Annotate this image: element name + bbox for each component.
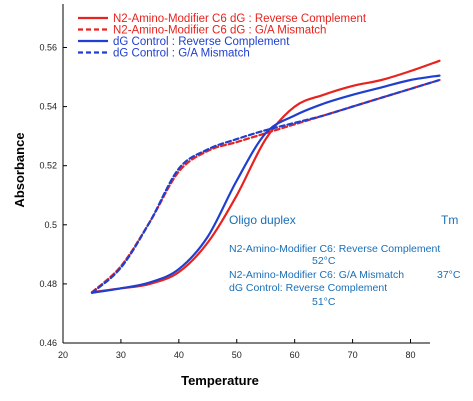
x-tick-label: 70 — [348, 350, 358, 360]
anno-header-left: Oligo duplex — [229, 213, 296, 227]
series-line-4 — [90, 78, 441, 294]
x-tick-label: 30 — [116, 350, 126, 360]
y-tick-label: 0.46 — [39, 338, 57, 348]
x-tick-label: 40 — [174, 350, 184, 360]
anno-line-1: N2-Amino-Modifier C6: Reverse Complement — [229, 243, 440, 255]
ticks: 20 30 40 50 60 70 80 0.46 0.48 0.5 0.52 0.54 0.56 — [39, 43, 415, 361]
series-lines — [90, 59, 441, 294]
legend-label-4: dG Control : G/A Mismatch — [113, 48, 250, 60]
anno-line-4: 37°C — [437, 269, 461, 281]
anno-line-5: dG Control: Reverse Complement — [229, 282, 387, 294]
x-tick-label: 20 — [58, 350, 68, 360]
tm-annotation-block: Oligo duplex Tm N2-Amino-Modifier C6: Re… — [229, 213, 461, 308]
x-tick-label: 50 — [232, 350, 242, 360]
anno-line-6: 51°C — [312, 296, 336, 308]
axes — [62, 4, 430, 344]
x-axis-title: Temperature — [181, 373, 259, 388]
y-tick-label: 0.52 — [39, 161, 57, 171]
y-tick-label: 0.48 — [39, 279, 57, 289]
y-tick-label: 0.54 — [39, 102, 57, 112]
x-tick-label: 80 — [405, 350, 415, 360]
series-line-2 — [90, 78, 441, 294]
anno-header-right: Tm — [441, 213, 458, 227]
y-axis-title: Absorbance — [12, 132, 27, 207]
y-tick-label: 0.5 — [44, 220, 57, 230]
y-tick-label: 0.56 — [39, 43, 57, 53]
legend-label-3: dG Control : Reverse Complement — [113, 36, 290, 48]
legend-label-2: N2-Amino-Modifier C6 dG : G/A Mismatch — [113, 25, 326, 37]
anno-line-2: 52°C — [312, 255, 336, 267]
series-line-1 — [90, 59, 441, 294]
x-tick-label: 60 — [290, 350, 300, 360]
series-line-3 — [90, 74, 441, 294]
legend: N2-Amino-Modifier C6 dG : Reverse Comple… — [78, 13, 367, 60]
legend-label-1: N2-Amino-Modifier C6 dG : Reverse Comple… — [113, 13, 367, 25]
anno-line-3: N2-Amino-Modifier C6: G/A Mismatch — [229, 269, 404, 281]
